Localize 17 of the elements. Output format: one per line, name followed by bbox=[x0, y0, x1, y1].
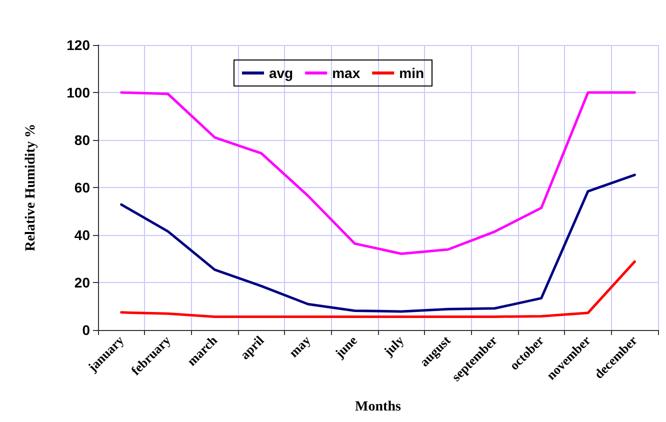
x-axis-title: Months bbox=[355, 400, 402, 414]
y-tick-label: 80 bbox=[74, 132, 90, 148]
x-tick-label: july bbox=[380, 332, 407, 360]
line-series bbox=[120, 260, 636, 318]
line-series bbox=[120, 174, 636, 313]
y-tick-label: 40 bbox=[74, 227, 90, 243]
y-tick-label: 100 bbox=[66, 84, 90, 100]
legend-label: max bbox=[332, 65, 360, 81]
y-tick-label: 120 bbox=[66, 37, 90, 53]
y-axis-title: Relative Humidity % bbox=[24, 124, 38, 252]
legend-label: avg bbox=[268, 65, 294, 81]
y-tick-label: 60 bbox=[74, 180, 90, 196]
x-tick-label: may bbox=[286, 332, 314, 360]
y-tick-label: 0 bbox=[82, 322, 90, 338]
legend-label: min bbox=[399, 65, 424, 81]
y-tick-label: 20 bbox=[74, 274, 90, 290]
line-series bbox=[120, 91, 636, 256]
